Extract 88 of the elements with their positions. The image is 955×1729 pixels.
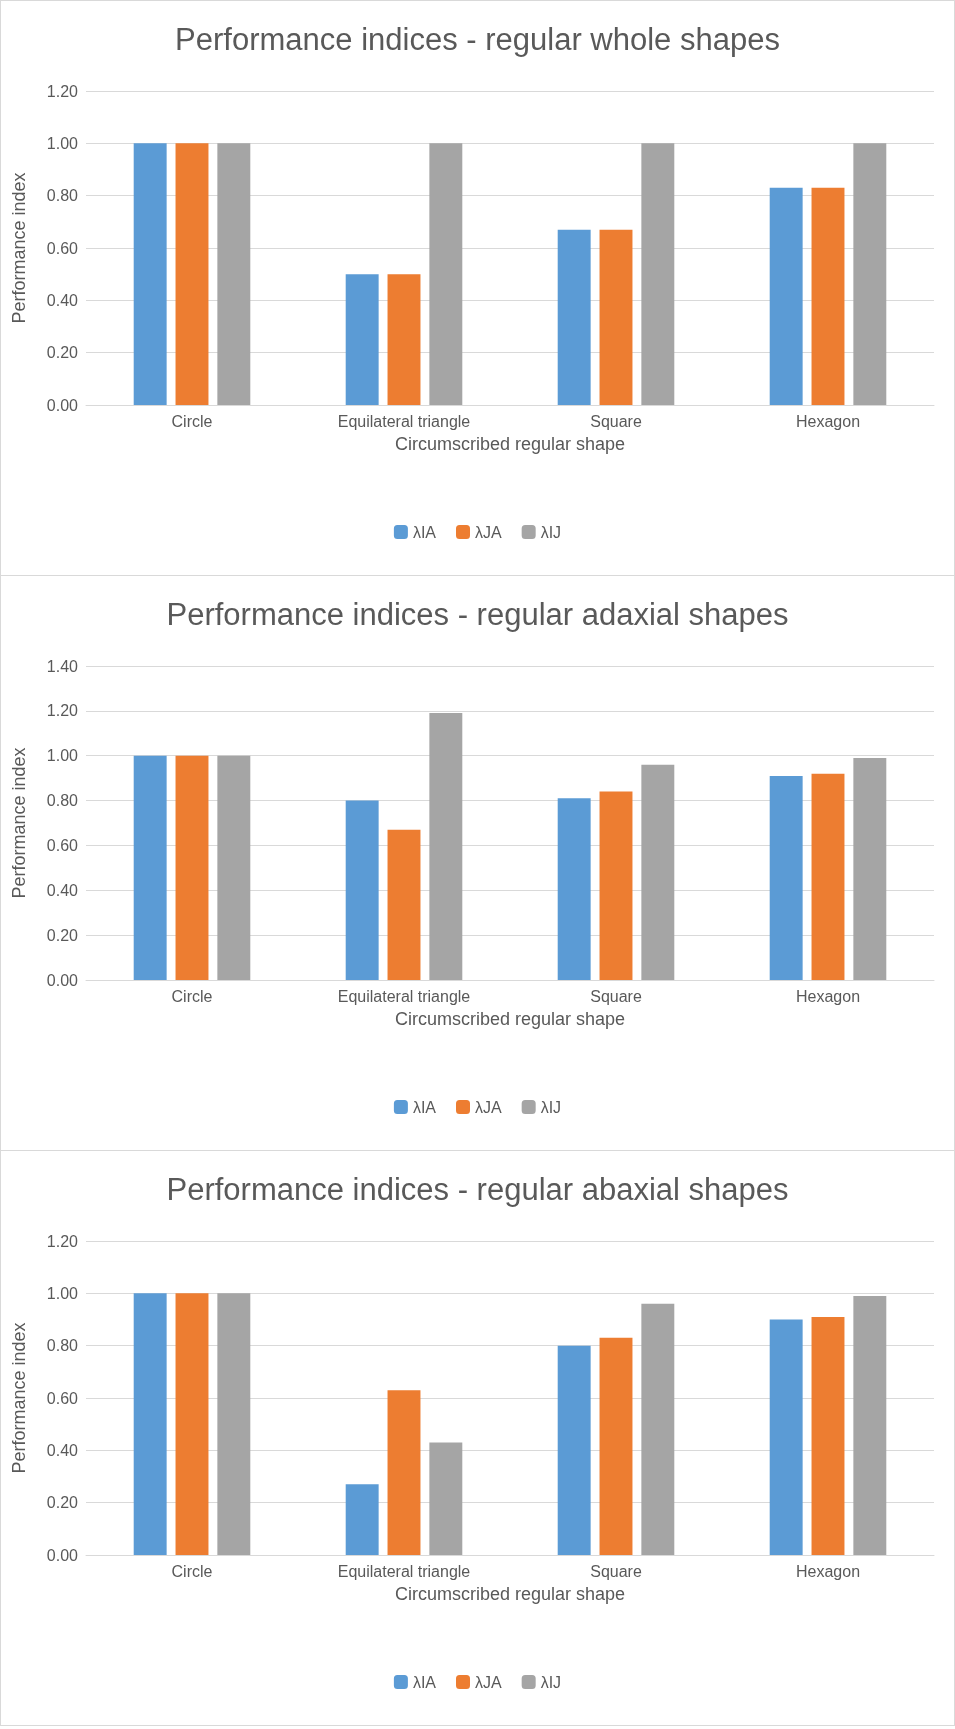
x-tick-label: Hexagon xyxy=(795,1562,861,1580)
bar xyxy=(557,229,591,405)
y-tick-label: 0.80 xyxy=(46,187,79,205)
y-tick-label: 1.20 xyxy=(46,702,79,720)
x-tick-label: Equilateral triangle xyxy=(337,1562,471,1580)
bar xyxy=(345,800,379,980)
bar xyxy=(217,143,251,405)
chart-title: Performance indices - regular adaxial shapes xyxy=(166,597,789,632)
bar xyxy=(429,1442,463,1555)
y-tick-label: 0.20 xyxy=(46,1494,79,1512)
bar xyxy=(387,829,421,980)
y-tick-label: 1.00 xyxy=(46,134,79,152)
bar xyxy=(557,1345,591,1555)
y-tick-label: 0.40 xyxy=(46,291,79,309)
bar xyxy=(217,755,251,980)
bar xyxy=(429,713,463,980)
bar xyxy=(599,791,633,980)
legend-label: λIA xyxy=(412,1673,437,1691)
chart-title: Performance indices - regular abaxial shapes xyxy=(166,1172,789,1207)
x-tick-label: Circle xyxy=(171,987,213,1005)
y-tick-label: 1.00 xyxy=(46,747,79,765)
y-tick-label: 0.20 xyxy=(46,344,79,362)
x-tick-label: Square xyxy=(590,412,642,430)
y-tick-label: 0.20 xyxy=(46,926,79,944)
bar xyxy=(853,757,887,980)
y-tick-label: 0.60 xyxy=(46,836,79,854)
y-tick-label: 0.00 xyxy=(46,1546,79,1564)
bar xyxy=(217,1293,251,1555)
bar xyxy=(769,187,803,405)
legend-label: λIJ xyxy=(540,1673,562,1691)
y-axis-title: Performance index xyxy=(9,1322,29,1474)
legend-label: λIJ xyxy=(540,1098,562,1116)
x-axis-title: Circumscribed regular shape xyxy=(394,434,626,454)
x-axis-title: Circumscribed regular shape xyxy=(394,1009,626,1029)
x-tick-label: Circle xyxy=(171,412,213,430)
x-tick-label: Square xyxy=(590,987,642,1005)
y-axis-title: Performance index xyxy=(9,747,29,899)
x-tick-label: Hexagon xyxy=(795,987,861,1005)
x-tick-label: Circle xyxy=(171,1562,213,1580)
y-tick-label: 1.20 xyxy=(46,1232,79,1250)
bar xyxy=(175,755,209,980)
y-tick-label: 1.40 xyxy=(46,657,79,675)
legend-label: λIA xyxy=(412,523,437,541)
legend-label: λJA xyxy=(475,523,502,541)
x-tick-label: Hexagon xyxy=(795,412,861,430)
bar xyxy=(599,1337,633,1555)
bar xyxy=(641,1303,675,1555)
y-tick-label: 1.00 xyxy=(46,1284,79,1302)
x-axis-title: Circumscribed regular shape xyxy=(394,1584,626,1604)
y-tick-label: 0.00 xyxy=(46,971,79,989)
y-tick-label: 0.80 xyxy=(46,1337,79,1355)
bar xyxy=(557,798,591,980)
y-tick-label: 0.80 xyxy=(46,792,79,810)
bar xyxy=(175,143,209,405)
bar xyxy=(175,1293,209,1555)
legend-label: λJA xyxy=(475,1098,502,1116)
bar xyxy=(641,764,675,980)
bar xyxy=(853,143,887,405)
y-tick-label: 0.60 xyxy=(46,1389,79,1407)
bar xyxy=(345,1484,379,1555)
bar xyxy=(133,143,167,405)
y-tick-label: 1.20 xyxy=(46,82,79,100)
y-tick-label: 0.00 xyxy=(46,396,79,414)
x-tick-label: Equilateral triangle xyxy=(337,412,471,430)
y-tick-label: 0.40 xyxy=(46,881,79,899)
bar xyxy=(429,143,463,405)
legend-label: λIJ xyxy=(540,523,562,541)
y-tick-label: 0.40 xyxy=(46,1441,79,1459)
y-axis-title: Performance index xyxy=(9,172,29,324)
legend-label: λJA xyxy=(475,1673,502,1691)
bar xyxy=(811,1316,845,1555)
legend-label: λIA xyxy=(412,1098,437,1116)
bar xyxy=(133,1293,167,1555)
bar xyxy=(811,187,845,405)
bar xyxy=(641,143,675,405)
y-tick-label: 0.60 xyxy=(46,239,79,257)
bar xyxy=(811,773,845,980)
x-tick-label: Square xyxy=(590,1562,642,1580)
bar xyxy=(853,1295,887,1555)
bar xyxy=(599,229,633,405)
chart-title: Performance indices - regular whole shapes xyxy=(175,22,780,57)
bar xyxy=(769,1319,803,1555)
bar xyxy=(387,274,421,405)
bar xyxy=(769,775,803,980)
bar xyxy=(345,274,379,405)
bar xyxy=(387,1390,421,1555)
bar xyxy=(133,755,167,980)
x-tick-label: Equilateral triangle xyxy=(337,987,471,1005)
